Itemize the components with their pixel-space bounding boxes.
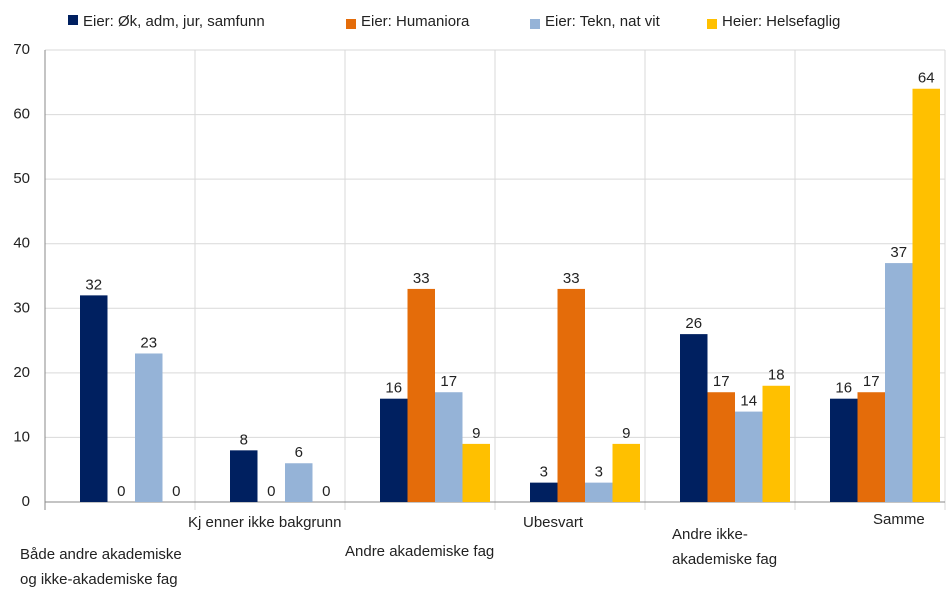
y-tick-label: 40: [13, 235, 30, 252]
data-label: 18: [768, 367, 785, 384]
bar: [285, 463, 313, 502]
legend-swatch: [707, 19, 717, 29]
bar: [462, 443, 490, 502]
data-label: 16: [835, 380, 852, 397]
data-label: 0: [267, 483, 275, 500]
data-label: 64: [918, 70, 935, 87]
data-label: 14: [740, 393, 757, 410]
data-label: 6: [295, 444, 303, 461]
data-label: 9: [472, 425, 480, 442]
bar: [80, 295, 108, 502]
x-tick-label: Andre ikke-akademiske fag: [672, 526, 778, 568]
bar: [557, 288, 585, 502]
y-tick-label: 30: [13, 299, 30, 316]
bar: [135, 353, 163, 502]
legend-label: Heier: Helsefaglig: [722, 13, 840, 30]
bar: [585, 482, 613, 502]
data-label: 37: [890, 244, 907, 261]
bar: [830, 398, 858, 502]
data-label: 0: [117, 483, 125, 500]
bar: [762, 385, 790, 502]
data-label: 33: [413, 270, 430, 287]
data-label: 33: [563, 270, 580, 287]
x-tick-label: Kj enner ikke bakgrunn: [188, 514, 342, 531]
bar: [435, 392, 463, 502]
y-tick-label: 20: [13, 364, 30, 381]
bar: [530, 482, 558, 502]
data-label: 17: [440, 373, 457, 390]
data-label: 23: [140, 334, 157, 351]
data-label: 17: [713, 373, 730, 390]
legend-swatch: [68, 15, 78, 25]
legend-swatch: [346, 19, 356, 29]
x-tick-label: Samme: [873, 511, 925, 528]
data-label: 3: [595, 464, 603, 481]
legend-label: Eier: Humaniora: [361, 13, 470, 30]
data-label: 26: [685, 315, 702, 332]
y-tick-label: 60: [13, 106, 30, 123]
bar: [380, 398, 408, 502]
y-tick-label: 70: [13, 41, 30, 58]
bar: [885, 263, 913, 502]
y-tick-label: 50: [13, 170, 30, 187]
data-label: 0: [172, 483, 180, 500]
y-tick-label: 10: [13, 428, 30, 445]
legend-label: Eier: Øk, adm, jur, samfunn: [83, 13, 265, 30]
y-tick-label: 0: [22, 493, 30, 510]
x-tick-label: Ubesvart: [523, 514, 584, 531]
bar: [857, 392, 885, 502]
data-label: 0: [322, 483, 330, 500]
legend-swatch: [530, 19, 540, 29]
bar: [735, 411, 763, 502]
bar: [707, 392, 735, 502]
bar: [230, 450, 258, 502]
bar: [612, 443, 640, 502]
data-label: 16: [385, 380, 402, 397]
data-label: 17: [863, 373, 880, 390]
data-label: 32: [85, 276, 102, 293]
bar: [407, 288, 435, 502]
data-label: 9: [622, 425, 630, 442]
data-label: 8: [240, 431, 248, 448]
x-tick-label: Andre akademiske fag: [345, 543, 495, 560]
bar: [680, 334, 708, 502]
legend-label: Eier: Tekn, nat vit: [545, 13, 661, 30]
bar: [912, 88, 940, 502]
data-label: 3: [540, 464, 548, 481]
x-tick-label: Både andre akademiske og ikke-akademiske…: [20, 546, 182, 588]
